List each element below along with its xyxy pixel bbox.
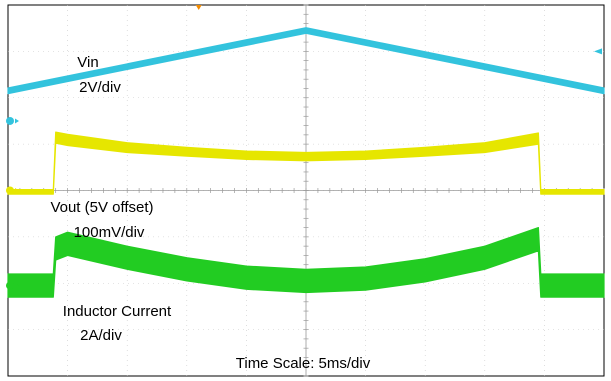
vin-trace xyxy=(7,27,605,95)
inductor-current-trace xyxy=(7,227,605,298)
trigger-level-marker xyxy=(594,48,602,55)
channel-1-marker xyxy=(6,186,14,195)
channel-2-marker-arrow xyxy=(15,118,19,124)
channel-1-marker-arrow xyxy=(15,188,19,193)
vout-5v-offset-trace xyxy=(7,131,605,195)
trigger-marker xyxy=(195,5,202,10)
channel-4-marker-arrow xyxy=(15,283,19,289)
channel-markers xyxy=(6,5,602,290)
vout-label: Vout (5V offset) xyxy=(50,199,153,216)
vin-label: Vin xyxy=(77,54,98,71)
time-scale-label: Time Scale: 5ms/div xyxy=(236,355,371,372)
inductor-current-scale-label: 2A/div xyxy=(80,327,122,344)
inductor-current-label: Inductor Current xyxy=(63,303,172,320)
traces xyxy=(7,27,605,298)
channel-4-marker xyxy=(6,281,14,290)
vin-scale-label: 2V/div xyxy=(79,79,121,96)
vout-scale-label: 100mV/div xyxy=(74,224,145,241)
grid xyxy=(7,4,605,377)
channel-2-marker xyxy=(6,116,14,125)
